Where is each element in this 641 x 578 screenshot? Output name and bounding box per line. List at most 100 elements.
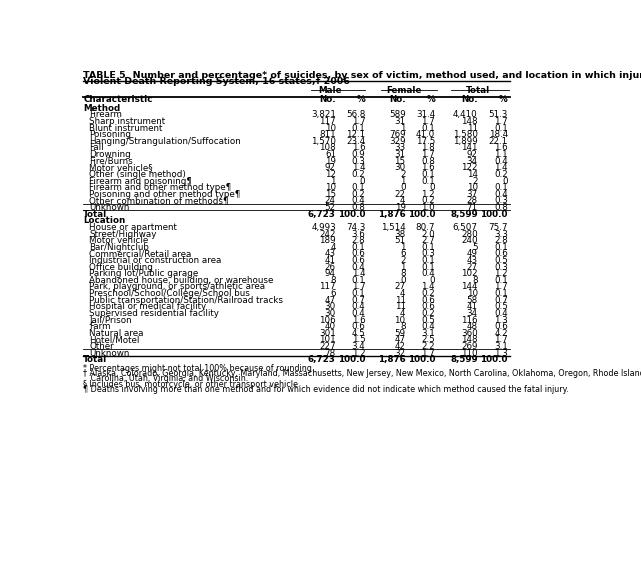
Text: 141: 141	[462, 143, 478, 153]
Text: 0.2: 0.2	[351, 190, 365, 199]
Text: 4: 4	[330, 243, 336, 252]
Text: 0.2: 0.2	[421, 197, 435, 205]
Text: 0: 0	[429, 276, 435, 285]
Text: 30: 30	[394, 164, 406, 172]
Text: 31: 31	[394, 117, 406, 126]
Text: 0.4: 0.4	[421, 322, 435, 331]
Text: Method: Method	[83, 103, 121, 113]
Text: 100.0: 100.0	[338, 210, 365, 218]
Text: 122: 122	[462, 164, 478, 172]
Text: 15: 15	[325, 190, 336, 199]
Text: 49: 49	[467, 249, 478, 258]
Text: 0.5: 0.5	[494, 302, 508, 312]
Text: 0.4: 0.4	[421, 269, 435, 278]
Text: 10: 10	[325, 183, 336, 192]
Text: 31: 31	[394, 150, 406, 159]
Text: 3.1: 3.1	[494, 342, 508, 351]
Text: 2.7: 2.7	[421, 236, 435, 245]
Text: 61: 61	[325, 150, 336, 159]
Text: 6: 6	[330, 289, 336, 298]
Text: Public transportation/Station/Railroad tracks: Public transportation/Station/Railroad t…	[90, 296, 283, 305]
Text: TABLE 5. Number and percentage* of suicides, by sex of victim, method used, and : TABLE 5. Number and percentage* of suici…	[83, 71, 641, 80]
Text: Other (single method): Other (single method)	[90, 170, 187, 179]
Text: 6,723: 6,723	[308, 355, 336, 364]
Text: † Alaska, Colorado, Georgia, Kentucky, Maryland, Massachusetts, New Jersey, New : † Alaska, Colorado, Georgia, Kentucky, M…	[83, 369, 641, 378]
Text: 75.7: 75.7	[488, 223, 508, 232]
Text: 100.0: 100.0	[338, 355, 365, 364]
Text: 0.7: 0.7	[494, 296, 508, 305]
Text: 2: 2	[400, 170, 406, 179]
Text: 0.4: 0.4	[494, 157, 508, 166]
Text: 3,821: 3,821	[311, 110, 336, 119]
Text: 31.4: 31.4	[416, 110, 435, 119]
Text: 0: 0	[400, 183, 406, 192]
Text: Hotel/Motel: Hotel/Motel	[90, 335, 140, 344]
Text: 1.2: 1.2	[421, 190, 435, 199]
Text: 0.6: 0.6	[351, 249, 365, 258]
Text: 2.0: 2.0	[421, 229, 435, 239]
Text: Parking lot/Public garage: Parking lot/Public garage	[90, 269, 199, 278]
Text: Industrial or construction area: Industrial or construction area	[90, 256, 222, 265]
Text: Total: Total	[465, 86, 490, 95]
Text: 1.8: 1.8	[421, 143, 435, 153]
Text: 0.4: 0.4	[351, 309, 365, 318]
Text: 92: 92	[467, 150, 478, 159]
Text: 1.7: 1.7	[494, 335, 508, 344]
Text: 1,899: 1,899	[453, 137, 478, 146]
Text: 43: 43	[325, 249, 336, 258]
Text: 0.6: 0.6	[351, 322, 365, 331]
Text: 1.7: 1.7	[421, 150, 435, 159]
Text: 240: 240	[461, 236, 478, 245]
Text: 19: 19	[395, 203, 406, 212]
Text: 5: 5	[472, 243, 478, 252]
Text: 0.1: 0.1	[421, 176, 435, 186]
Text: Fall: Fall	[90, 143, 104, 153]
Text: 1.7: 1.7	[421, 117, 435, 126]
Text: 26: 26	[325, 262, 336, 272]
Text: Hospital or medical facility: Hospital or medical facility	[90, 302, 206, 312]
Text: 10: 10	[325, 124, 336, 132]
Text: 589: 589	[389, 110, 406, 119]
Text: 0.5: 0.5	[494, 256, 508, 265]
Text: 1,570: 1,570	[311, 137, 336, 146]
Text: No.: No.	[389, 95, 406, 104]
Text: Firearm and other method type¶: Firearm and other method type¶	[90, 183, 231, 192]
Text: 4.2: 4.2	[494, 329, 508, 338]
Text: 0.1: 0.1	[494, 183, 508, 192]
Text: 0.1: 0.1	[494, 124, 508, 132]
Text: 1.2: 1.2	[352, 349, 365, 358]
Text: 1,514: 1,514	[381, 223, 406, 232]
Text: 1.5: 1.5	[351, 335, 365, 344]
Text: 10: 10	[394, 316, 406, 325]
Text: %: %	[426, 95, 435, 104]
Text: 0: 0	[360, 176, 365, 186]
Text: 360: 360	[461, 329, 478, 338]
Text: 17.5: 17.5	[416, 137, 435, 146]
Text: 110: 110	[461, 349, 478, 358]
Text: 2.8: 2.8	[351, 236, 365, 245]
Text: 0.6: 0.6	[421, 296, 435, 305]
Text: 1.6: 1.6	[352, 316, 365, 325]
Text: 40: 40	[325, 322, 336, 331]
Text: 1.4: 1.4	[421, 283, 435, 291]
Text: 92: 92	[325, 164, 336, 172]
Text: 2: 2	[400, 256, 406, 265]
Text: 108: 108	[319, 143, 336, 153]
Text: 0.8: 0.8	[494, 203, 508, 212]
Text: Motor vehicle: Motor vehicle	[90, 236, 149, 245]
Text: 12: 12	[325, 170, 336, 179]
Text: 0.1: 0.1	[494, 276, 508, 285]
Text: 2.5: 2.5	[421, 335, 435, 344]
Text: 0.4: 0.4	[494, 309, 508, 318]
Text: 8: 8	[400, 269, 406, 278]
Text: 0: 0	[400, 276, 406, 285]
Text: 0.1: 0.1	[351, 183, 365, 192]
Text: 116: 116	[462, 316, 478, 325]
Text: 0.3: 0.3	[494, 262, 508, 272]
Text: 0.6: 0.6	[421, 302, 435, 312]
Text: 33: 33	[394, 143, 406, 153]
Text: 0.1: 0.1	[494, 243, 508, 252]
Text: Violent Death Reporting System, 16 states,† 2006: Violent Death Reporting System, 16 state…	[83, 77, 350, 86]
Text: 4.5: 4.5	[351, 329, 365, 338]
Text: 1: 1	[400, 243, 406, 252]
